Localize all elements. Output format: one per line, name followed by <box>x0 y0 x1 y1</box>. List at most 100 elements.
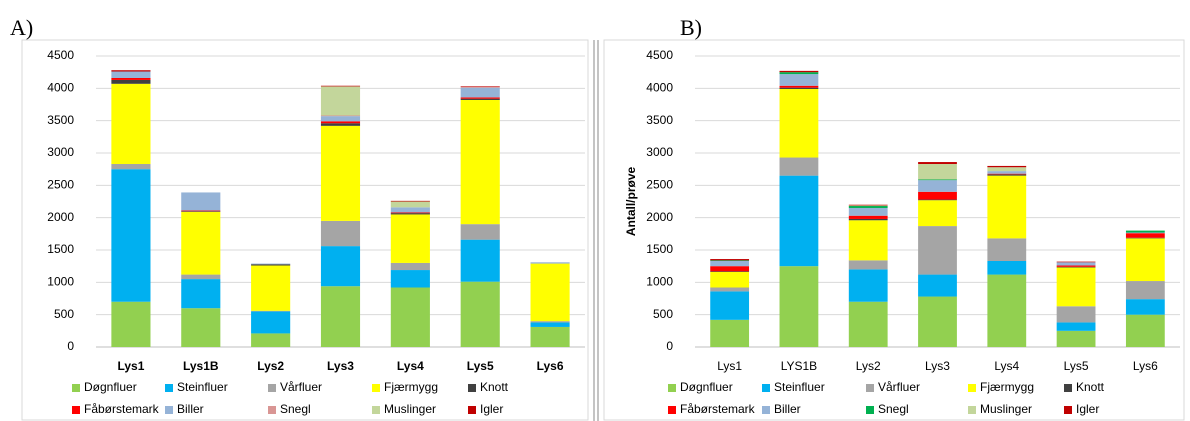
bar-segment <box>320 123 361 126</box>
bar-segment <box>1125 314 1165 347</box>
bar-segment <box>530 262 570 264</box>
chart-title: B) <box>680 15 702 40</box>
bar-segment <box>779 88 819 158</box>
legend-swatch <box>165 384 173 392</box>
legend-label: Snegl <box>878 402 909 416</box>
bar-segment <box>390 262 430 271</box>
legend-swatch <box>268 406 276 414</box>
bar-segment <box>460 87 500 98</box>
y-tick-label: 1500 <box>646 242 673 256</box>
bar-segment <box>1125 281 1165 300</box>
bar-segment <box>987 174 1027 176</box>
legend-swatch <box>762 384 770 392</box>
bar-segment <box>251 264 291 266</box>
bar-segment <box>181 192 221 211</box>
panel-frame <box>603 39 1185 421</box>
bar-segment <box>987 175 1027 239</box>
x-tick-label: Lys2 <box>856 359 881 373</box>
x-tick-label: Lys3 <box>925 359 950 373</box>
bar-segment <box>320 85 361 87</box>
x-tick-label: Lys4 <box>397 359 424 373</box>
x-tick-label: Lys6 <box>537 359 564 373</box>
legend-swatch <box>72 384 80 392</box>
legend-label: Døgnfluer <box>680 380 733 394</box>
x-tick-label: Lys5 <box>467 359 494 373</box>
bar-segment <box>111 83 151 164</box>
bar-segment <box>530 326 570 347</box>
legend-swatch <box>968 406 976 414</box>
bar-segment <box>390 214 430 263</box>
bar-segment <box>987 167 1027 172</box>
bar-segment <box>918 191 957 200</box>
bar-segment <box>848 269 888 302</box>
bar-segment <box>710 260 750 261</box>
x-tick-label: Lys6 <box>1133 359 1158 373</box>
bar-segment <box>779 85 819 88</box>
legend-swatch <box>866 384 874 392</box>
legend-label: Muslinger <box>980 402 1032 416</box>
legend-swatch <box>468 406 476 414</box>
bar-segment <box>251 265 291 311</box>
bar-segment <box>918 162 957 164</box>
legend-swatch <box>968 384 976 392</box>
legend-swatch <box>668 384 676 392</box>
x-tick-label: Lys1 <box>717 359 742 373</box>
bar-segment <box>848 260 888 270</box>
legend-swatch <box>1064 406 1072 414</box>
legend-label: Knott <box>1076 380 1105 394</box>
bar-segment <box>1056 262 1096 266</box>
bar-segment <box>987 260 1027 275</box>
bar-segment <box>181 210 221 212</box>
bar-segment <box>1125 233 1165 238</box>
legend-label: Fåbørstemark <box>680 402 756 416</box>
bar-segment <box>460 87 500 88</box>
bar-segment <box>181 211 221 212</box>
y-tick-label: 500 <box>653 307 673 321</box>
bar-segment <box>1125 237 1165 239</box>
bar-segment <box>460 86 500 88</box>
legend-label: Biller <box>177 402 204 416</box>
legend-label: Igler <box>1076 402 1099 416</box>
bar-segment <box>848 218 888 221</box>
bar-segment <box>1056 330 1096 347</box>
bar-segment <box>390 200 430 202</box>
bar-segment <box>848 207 888 216</box>
bar-segment <box>1056 306 1096 323</box>
bar-segment <box>710 291 750 320</box>
legend-swatch <box>668 406 676 414</box>
bar-segment <box>1056 265 1096 267</box>
bar-segment <box>111 77 151 80</box>
bar-segment <box>390 287 430 347</box>
bar-segment <box>987 165 1027 168</box>
legend-label: Fjærmygg <box>384 380 438 394</box>
y-tick-label: 2500 <box>646 178 673 192</box>
bar-segment <box>1056 267 1096 307</box>
bar-segment <box>779 266 819 347</box>
y-tick-label: 3500 <box>47 113 74 127</box>
bar-segment <box>390 207 430 213</box>
bar-segment <box>530 321 570 323</box>
x-tick-label: Lys3 <box>327 359 354 373</box>
legend-swatch <box>372 384 380 392</box>
bar-segment <box>460 281 500 347</box>
legend-label: Fåbørstemark <box>84 402 160 416</box>
legend-swatch <box>1064 384 1072 392</box>
legend-label: Snegl <box>280 402 311 416</box>
legend-label: Steinfluer <box>177 380 228 394</box>
bar-segment <box>251 333 291 347</box>
x-tick-label: Lys5 <box>1064 359 1089 373</box>
bar-segment <box>779 70 819 73</box>
bar-segment <box>320 121 361 124</box>
bar-segment <box>918 163 957 180</box>
legend-swatch <box>468 384 476 392</box>
bar-segment <box>251 263 291 265</box>
legend-label: Biller <box>774 402 801 416</box>
chart-title: A) <box>10 15 33 40</box>
y-tick-label: 4500 <box>47 48 74 62</box>
bar-segment <box>390 212 430 214</box>
y-tick-label: 4000 <box>646 81 673 95</box>
bar-segment <box>181 211 221 275</box>
legend-label: Muslinger <box>384 402 436 416</box>
bar-segment <box>1056 261 1096 263</box>
y-tick-label: 1000 <box>47 275 74 289</box>
